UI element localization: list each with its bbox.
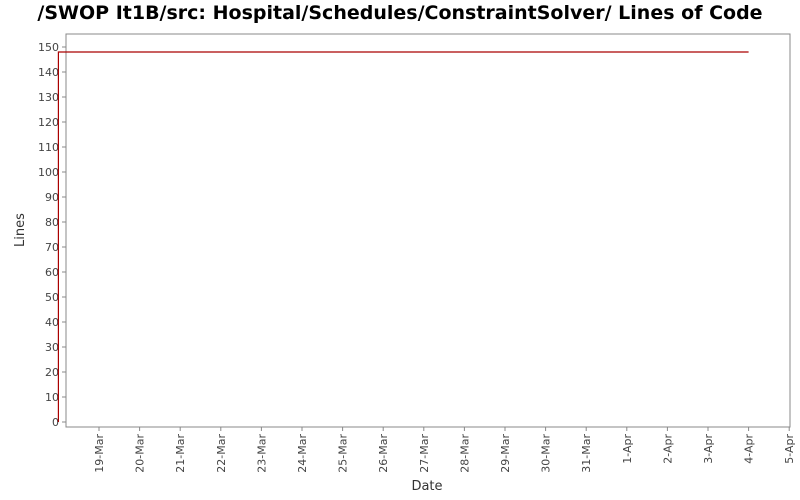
series-line	[57, 51, 749, 422]
y-tick-label: 50	[45, 291, 59, 304]
x-tick-label: 19-Mar	[93, 434, 106, 473]
y-tick-label: 90	[45, 191, 59, 204]
x-tick-label: 23-Mar	[255, 434, 268, 473]
x-tick-label: 27-Mar	[418, 434, 431, 473]
y-tick-label: 100	[38, 166, 59, 179]
x-tick-label: 25-Mar	[337, 434, 350, 473]
x-tick-label: 24-Mar	[296, 434, 309, 473]
y-tick-label: 80	[45, 216, 59, 229]
chart-title: /SWOP It1B/src: Hospital/Schedules/Const…	[37, 2, 763, 24]
x-tick-label: 31-Mar	[580, 434, 593, 473]
y-tick-label: 0	[52, 416, 59, 429]
y-tick-label: 10	[45, 391, 59, 404]
x-tick-label: 28-Mar	[458, 434, 471, 473]
x-tick-label: 2-Apr	[661, 434, 674, 464]
y-tick-label: 150	[38, 41, 59, 54]
y-axis-label: Lines	[13, 213, 28, 247]
y-tick-label: 130	[38, 91, 59, 104]
y-tick-label: 70	[45, 241, 59, 254]
x-tick-label: 26-Mar	[377, 434, 390, 473]
x-tick-label: 29-Mar	[499, 434, 512, 473]
x-tick-label: 22-Mar	[215, 434, 228, 473]
x-axis: 19-Mar 20-Mar 21-Mar 22-Mar 23-Mar 24-Mar 25-M…	[93, 427, 796, 473]
x-tick-label: 5-Apr	[783, 434, 796, 464]
x-tick-label: 20-Mar	[134, 434, 147, 473]
y-tick-label: 120	[38, 116, 59, 129]
y-tick-label: 30	[45, 341, 59, 354]
y-tick-label: 40	[45, 316, 59, 329]
y-axis: 0 10 20 30 40 50 60 70 80 90 100 110 120 130 140 150	[38, 41, 66, 429]
x-tick-label: 21-Mar	[174, 434, 187, 473]
plot-area	[65, 33, 791, 428]
x-tick-label: 4-Apr	[743, 434, 756, 464]
series-group	[57, 51, 749, 422]
y-tick-label: 60	[45, 266, 59, 279]
y-tick-label: 110	[38, 141, 59, 154]
x-tick-label: 3-Apr	[702, 434, 715, 464]
x-tick-label: 30-Mar	[540, 434, 553, 473]
y-tick-label: 140	[38, 66, 59, 79]
x-tick-label: 1-Apr	[621, 434, 634, 464]
x-axis-label: Date	[411, 479, 442, 494]
y-tick-label: 20	[45, 366, 59, 379]
